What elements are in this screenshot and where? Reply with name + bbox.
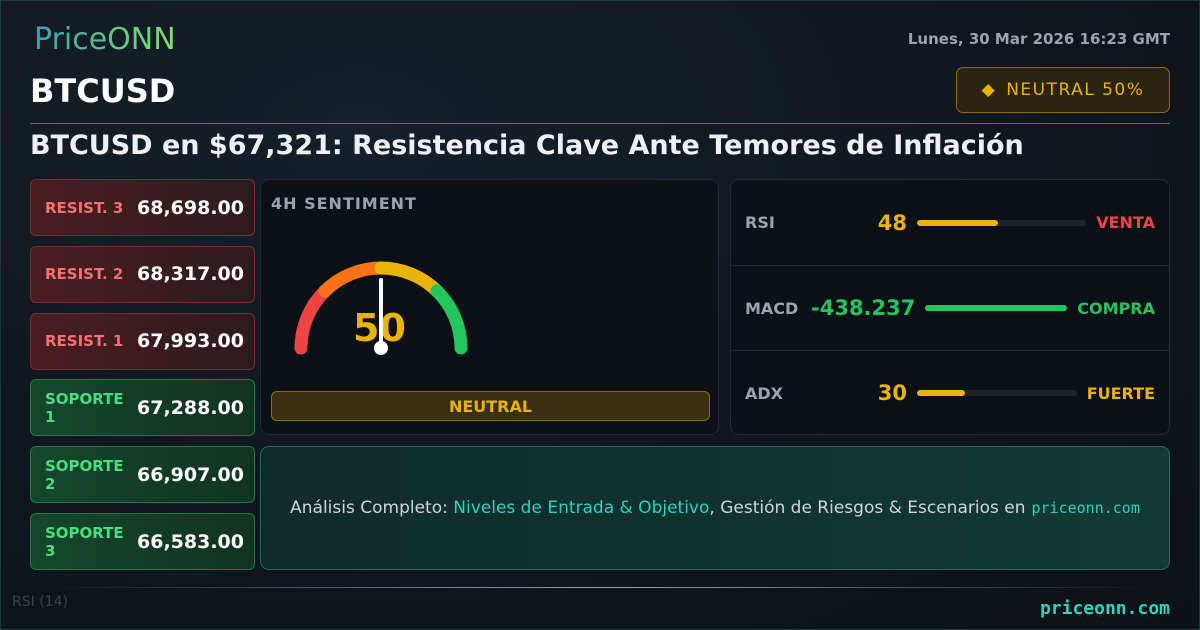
footer-divider [50, 587, 1150, 588]
indicator-row-rsi: RSI 48 VENTA [731, 180, 1169, 265]
level-resistance: RESIST. 3 68,698.00 [30, 179, 255, 236]
background-rsi-label: RSI (14) [12, 594, 68, 610]
symbol-title: BTCUSD [30, 72, 176, 110]
indicator-signal: FUERTE [1086, 383, 1155, 403]
level-label: RESIST. 3 [45, 198, 124, 217]
indicator-name: MACD [745, 298, 799, 318]
indicator-bar [925, 305, 1068, 311]
indicator-name: RSI [745, 213, 775, 232]
indicator-bar [917, 219, 1087, 226]
diamond-icon: ◆ [981, 80, 997, 100]
cta-suffix: , Gestión de Riesgos & Escenarios en [709, 498, 1026, 518]
level-label: RESIST. 1 [45, 332, 124, 351]
indicator-bar-fill [925, 305, 1068, 311]
cta-highlight: Niveles de Entrada & Objetivo [453, 498, 710, 518]
level-value: 66,907.00 [137, 463, 244, 486]
headline: BTCUSD en $67,321: Resistencia Clave Ant… [30, 130, 1024, 161]
indicator-signal: VENTA [1096, 213, 1155, 232]
indicator-bar-fill [917, 219, 999, 226]
full-analysis-link[interactable]: Análisis Completo: Niveles de Entrada & … [260, 446, 1170, 570]
divider [30, 123, 1170, 124]
indicator-bar-fill [917, 390, 965, 396]
level-label: SOPORTE 2 [45, 456, 124, 493]
level-resistance: RESIST. 2 68,317.00 [30, 245, 255, 303]
level-label: SOPORTE 1 [45, 389, 124, 426]
indicator-value: 48 [877, 210, 907, 235]
indicator-row-adx: ADX 30 FUERTE [731, 350, 1169, 435]
indicator-bar [917, 390, 1077, 396]
level-support: SOPORTE 2 66,907.00 [30, 446, 255, 504]
cta-prefix: Análisis Completo: [290, 498, 448, 518]
level-support: SOPORTE 3 66,583.00 [30, 513, 255, 570]
level-value: 68,698.00 [137, 196, 244, 219]
gauge-needle [374, 278, 388, 355]
indicator-value: 30 [877, 381, 907, 405]
logo: PriceONN [34, 22, 176, 57]
sentiment-title: 4H SENTIMENT [271, 194, 417, 213]
footer-site[interactable]: priceonn.com [1039, 598, 1170, 619]
cta-site: priceonn.com [1031, 499, 1140, 517]
sentiment-gauge [294, 261, 468, 355]
level-value: 67,993.00 [137, 330, 244, 353]
level-value: 66,583.00 [137, 530, 244, 553]
level-value: 68,317.00 [137, 263, 244, 286]
indicators-card: RSI 48 VENTA MACD -438.237 COMPRA ADX 30 F… [730, 179, 1170, 435]
sentiment-label: NEUTRAL [271, 391, 710, 421]
level-label: RESIST. 2 [45, 265, 124, 284]
sentiment-card: 4H SENTIMENT 50 NEUTRAL [260, 179, 719, 435]
level-value: 67,288.00 [137, 396, 244, 419]
indicator-signal: COMPRA [1077, 298, 1155, 318]
badge-label: NEUTRAL 50% [1006, 80, 1145, 100]
indicator-name: ADX [745, 383, 783, 403]
level-label: SOPORTE 3 [45, 523, 124, 560]
indicator-value: -438.237 [811, 296, 916, 320]
indicator-row-macd: MACD -438.237 COMPRA [731, 265, 1169, 350]
gauge-segment-bullish [430, 284, 468, 355]
level-support: SOPORTE 1 67,288.00 [30, 379, 255, 437]
date-time: Lunes, 30 Mar 2026 16:23 GMT [907, 30, 1170, 48]
level-resistance: RESIST. 1 67,993.00 [30, 312, 255, 370]
sentiment-badge: ◆ NEUTRAL 50% [956, 67, 1170, 113]
